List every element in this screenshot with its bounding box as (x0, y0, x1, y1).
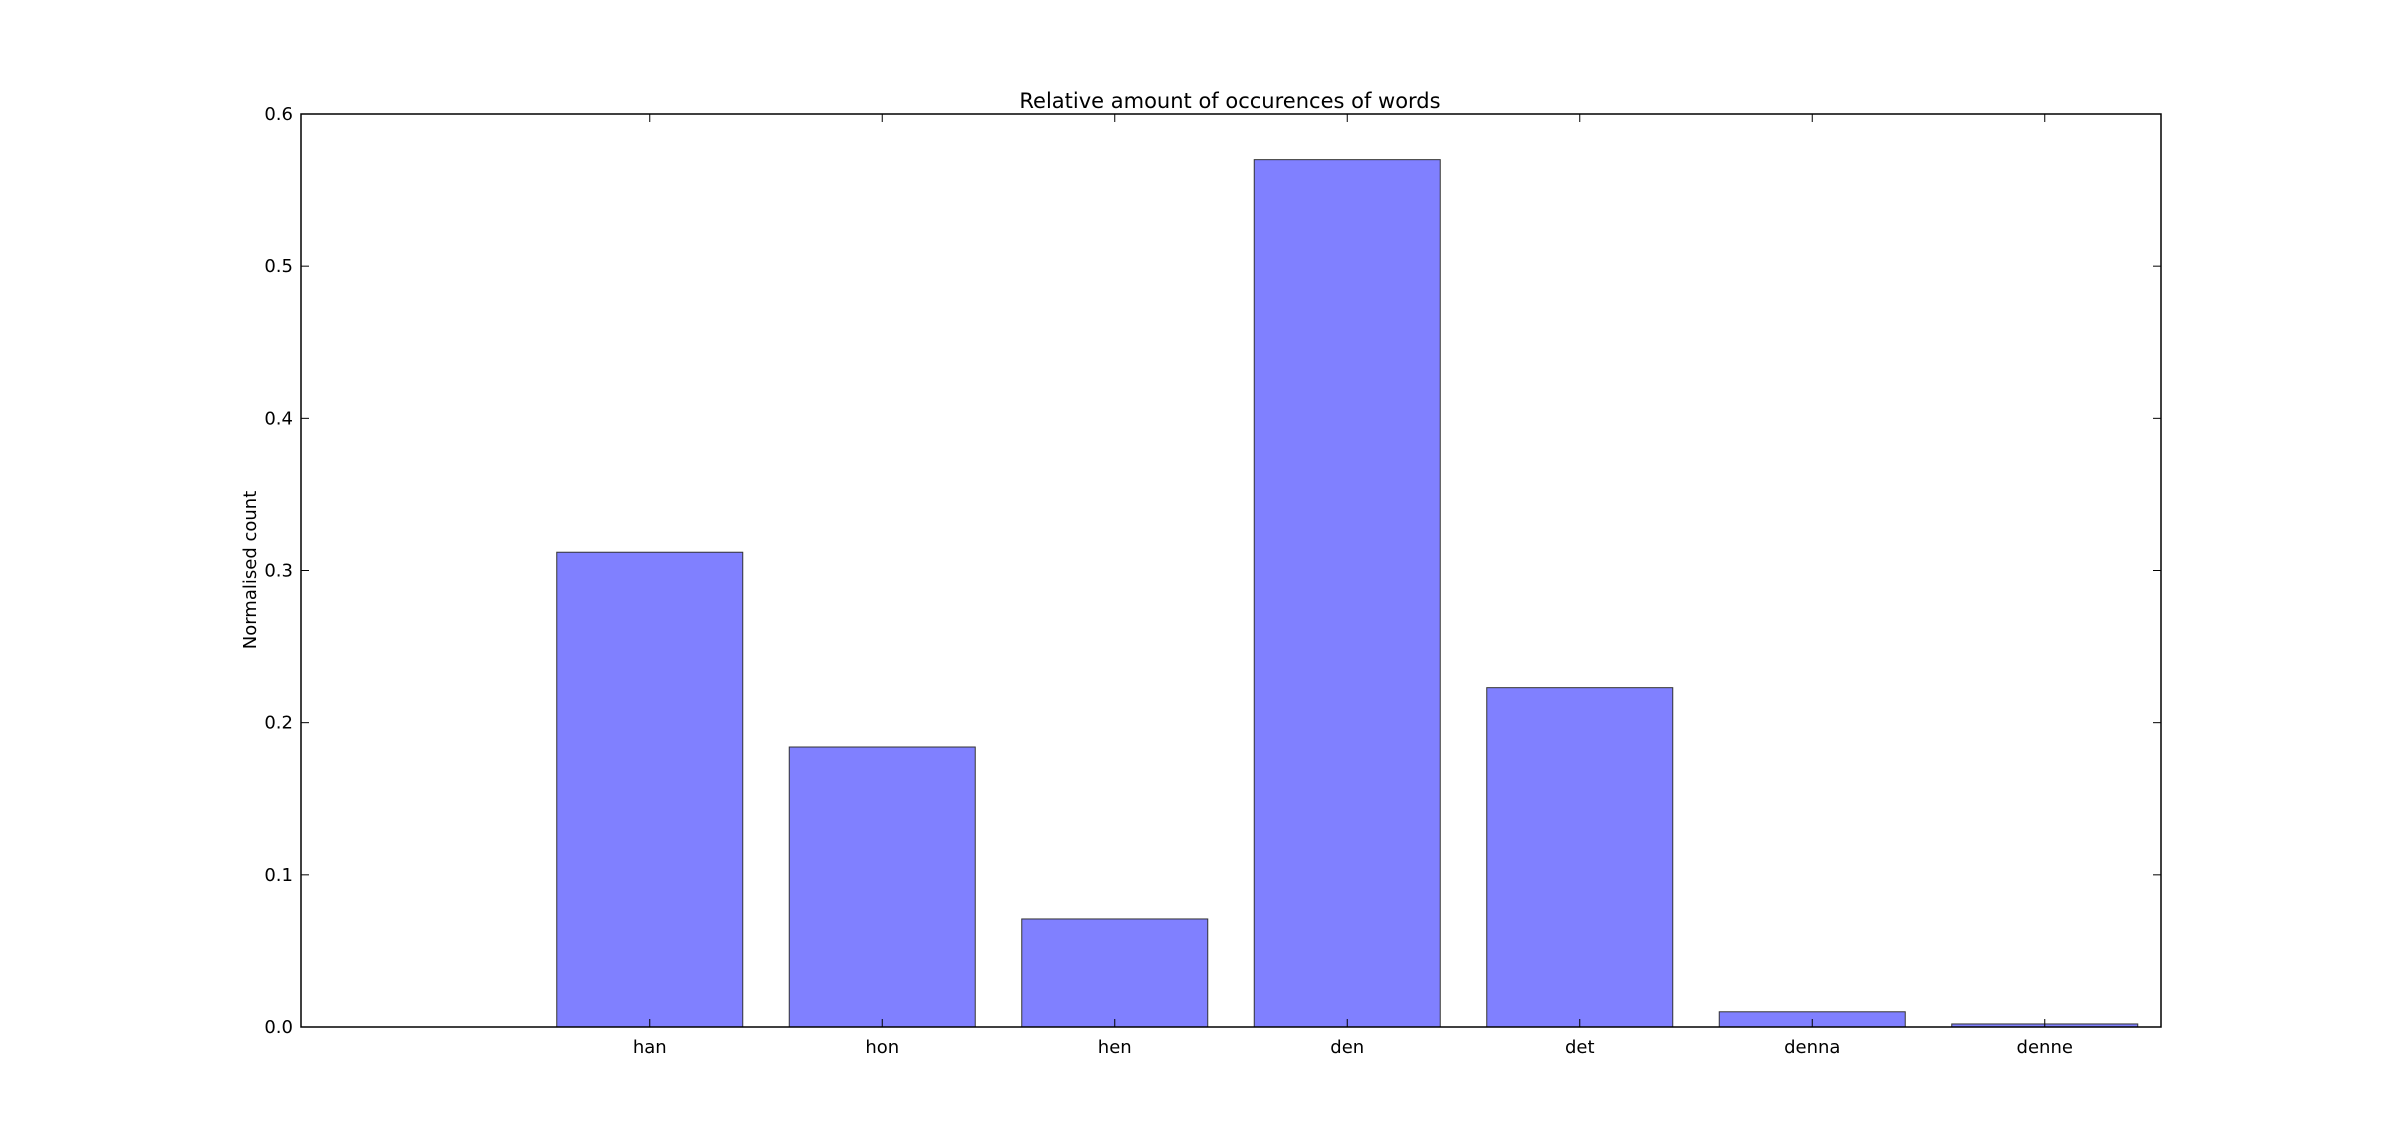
chart-title: Relative amount of occurences of words (1019, 89, 1440, 113)
x-tick-label-den: den (1330, 1037, 1364, 1058)
x-tick-label-han: han (633, 1037, 667, 1058)
bar-hen (1021, 918, 1209, 1028)
y-tick-label: 0.3 (264, 561, 293, 582)
ticks-group: 0.0 0.1 0.2 0.3 0.4 0.5 0.6 han hon hen den det denn… (264, 104, 2161, 1058)
y-tick-label: 0.5 (264, 256, 293, 277)
x-tick-label-denne: denne (2017, 1037, 2073, 1058)
x-tick-label-hon: hon (865, 1037, 899, 1058)
plot-frame (300, 113, 2162, 1028)
x-tick-label-det: det (1565, 1037, 1595, 1058)
x-tick-label-denna: denna (1784, 1037, 1840, 1058)
y-tick-label: 0.6 (264, 104, 293, 125)
y-tick-label: 0.0 (264, 1017, 293, 1038)
y-tick-label: 0.1 (264, 865, 293, 886)
bar-hon (788, 746, 976, 1028)
y-tick-label: 0.4 (264, 408, 293, 429)
bar-han (556, 551, 744, 1028)
y-tick-label: 0.2 (264, 713, 293, 734)
bar-den (1253, 159, 1441, 1028)
x-tick-label-hen: hen (1098, 1037, 1132, 1058)
bar-det (1486, 687, 1674, 1028)
y-axis-label: Normalised count (240, 491, 261, 650)
bars-group (556, 159, 2139, 1028)
